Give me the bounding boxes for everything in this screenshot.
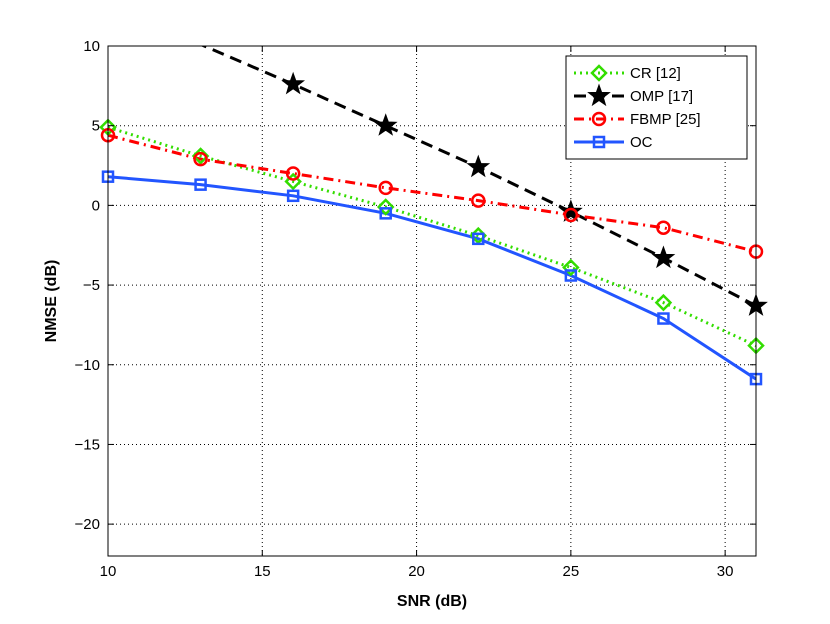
data-point-fbmp-25 [193, 151, 208, 167]
legend-marker-cr-12 [590, 64, 608, 82]
data-point-omp-17 [558, 199, 583, 222]
axis-ticks: 10 15 20 25 30 10 5 0 −5 −10 −15 −20 [75, 38, 756, 580]
legend-label-cr-12: CR [12] [630, 65, 681, 82]
legend-entry-oc: OC [574, 134, 653, 151]
legend: CR [12] OMP [17] FBMP [25] OC [565, 55, 748, 160]
x-tick-label: 25 [563, 563, 580, 580]
y-tick-label: −10 [75, 357, 100, 374]
data-point-cr-12 [654, 293, 673, 312]
data-point-fbmp-25 [656, 220, 671, 235]
data-point-fbmp-25 [471, 193, 486, 208]
y-axis-label: NMSE (dB) [43, 260, 60, 343]
legend-label-oc: OC [630, 134, 653, 151]
y-tick-label: −5 [83, 277, 100, 294]
legend-marker-fbmp-25 [591, 111, 607, 127]
x-tick-label: 20 [408, 563, 425, 580]
legend-entry-fbmp-25: FBMP [25] [574, 111, 701, 128]
legend-label-fbmp-25: FBMP [25] [630, 111, 701, 128]
series-line-omp-17 [200, 46, 756, 308]
data-point-fbmp-25 [563, 207, 579, 223]
y-tick-label: −20 [75, 516, 100, 533]
data-point-oc [286, 189, 300, 203]
series-line-oc [108, 175, 756, 381]
data-point-oc [194, 178, 207, 191]
x-axis-label: SNR (dB) [397, 593, 467, 610]
legend-entry-cr-12: CR [12] [574, 64, 681, 82]
plot-frame [107, 45, 757, 557]
legend-label-omp-17: OMP [17] [630, 88, 693, 105]
data-point-oc [657, 312, 670, 325]
legend-marker-omp-17 [587, 83, 611, 107]
data-series [108, 46, 756, 381]
data-point-cr-12 [562, 258, 580, 277]
data-point-omp-17 [651, 245, 676, 269]
data-point-cr-12 [284, 172, 302, 191]
series-line-fbmp-25 [108, 133, 756, 254]
data-point-oc [379, 207, 392, 220]
x-tick-label: 15 [254, 563, 271, 580]
y-tick-label: 0 [92, 197, 100, 214]
data-point-omp-17 [373, 113, 398, 136]
x-tick-label: 30 [717, 563, 734, 580]
legend-marker-oc [592, 135, 606, 149]
data-point-fbmp-25 [378, 180, 393, 196]
y-tick-label: 10 [83, 38, 100, 55]
data-point-omp-17 [281, 71, 306, 95]
data-point-oc [564, 269, 578, 282]
data-point-fbmp-25 [285, 166, 301, 181]
y-tick-label: −15 [75, 436, 100, 453]
y-tick-label: 5 [92, 118, 100, 135]
data-point-oc [472, 232, 485, 246]
data-point-omp-17 [466, 154, 491, 178]
series-line-cr-12 [108, 125, 756, 347]
legend-entry-omp-17: OMP [17] [574, 83, 693, 107]
data-point-cr-12 [376, 198, 395, 216]
x-tick-label: 10 [100, 563, 117, 580]
